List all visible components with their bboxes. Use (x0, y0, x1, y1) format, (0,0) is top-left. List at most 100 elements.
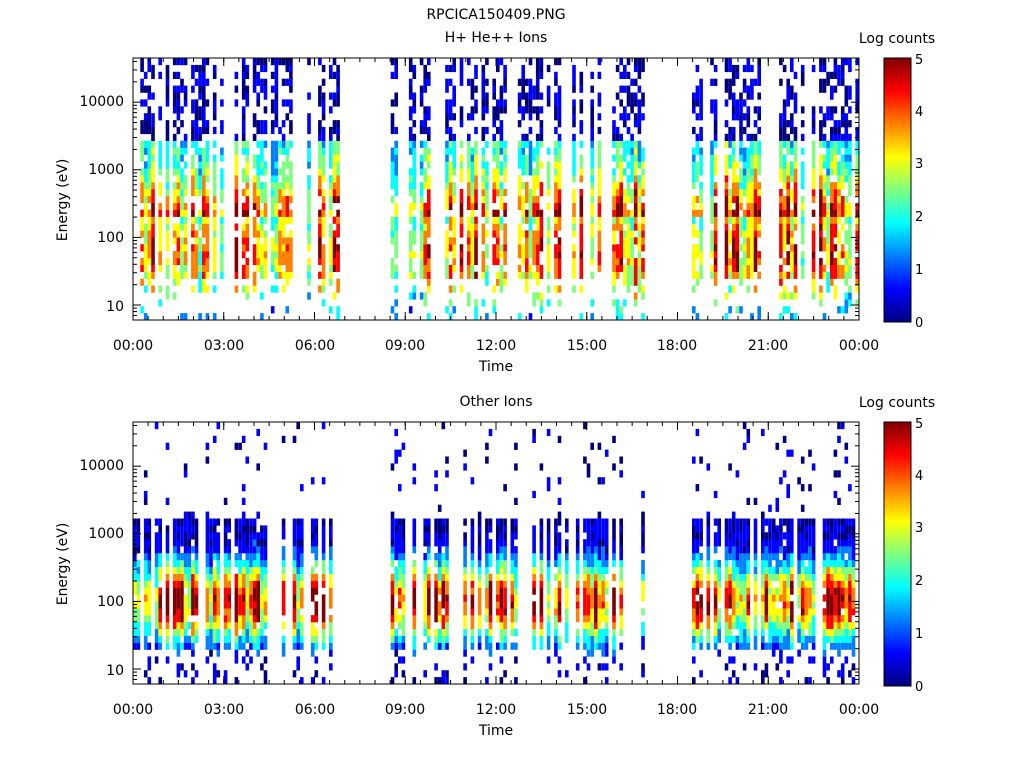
spectrogram-cell (768, 635, 772, 643)
spectrogram-cell (612, 195, 616, 204)
spectrogram-cell (630, 92, 634, 100)
spectrogram-cell (241, 271, 246, 279)
spectrogram-cell (623, 209, 627, 217)
spectrogram-cell (753, 257, 758, 266)
spectrogram-cell (133, 559, 137, 568)
spectrogram-cell (626, 85, 631, 93)
spectrogram-cell (724, 525, 729, 533)
spectrogram-cell (263, 202, 268, 210)
spectrogram-cell (615, 271, 620, 279)
spectrogram-cell (739, 140, 743, 148)
spectrogram-cell (300, 546, 304, 554)
spectrogram-cell (180, 223, 184, 231)
spectrogram-cell (318, 58, 322, 66)
spectrogram-cell (637, 195, 642, 204)
spectrogram-cell (637, 257, 642, 266)
spectrogram-cell (485, 608, 489, 616)
spectrogram-cell (412, 285, 417, 293)
spectrogram-cell (209, 649, 213, 657)
spectrogram-cell (768, 559, 772, 568)
spectrogram-cell (822, 154, 827, 162)
spectrogram-cell (525, 161, 529, 169)
spectrogram-cell (612, 559, 616, 568)
spectrogram-cell (463, 635, 467, 643)
spectrogram-cell (245, 628, 250, 636)
spectrogram-cell (633, 147, 638, 155)
spectrogram-cell (779, 244, 783, 252)
spectrogram-cell (278, 251, 282, 259)
spectrogram-cell (521, 113, 525, 121)
spectrogram-cell (532, 147, 536, 155)
colorbar-tick-label: 5 (915, 53, 923, 68)
spectrogram-cell (800, 223, 805, 231)
spectrogram-cell (742, 237, 747, 245)
spectrogram-cell (532, 168, 536, 176)
spectrogram-cell (619, 642, 623, 650)
spectrogram-cell (546, 161, 551, 169)
spectrogram-cell (191, 71, 195, 79)
spectrogram-cell (604, 628, 609, 636)
spectrogram-cell (626, 175, 631, 183)
spectrogram-cell (848, 230, 852, 238)
spectrogram-cell (699, 601, 703, 609)
spectrogram-cell (252, 202, 257, 210)
spectrogram-cell (321, 677, 326, 685)
spectrogram-cell (263, 120, 268, 128)
spectrogram-cell (535, 175, 540, 183)
spectrogram-cell (731, 518, 736, 526)
spectrogram-cell (318, 126, 322, 135)
spectrogram-cell (187, 559, 192, 568)
spectrogram-cell (419, 230, 424, 238)
spectrogram-cell (496, 587, 500, 595)
spectrogram-cell (633, 64, 638, 73)
spectrogram-cell (470, 237, 475, 245)
spectrogram-cell (612, 539, 616, 547)
spectrogram-cell (212, 635, 217, 643)
spectrogram-cell (408, 237, 413, 245)
spectrogram-cell (307, 278, 311, 286)
spectrogram-cell (459, 78, 464, 86)
spectrogram-cell (234, 182, 239, 190)
spectrogram-cell (757, 106, 761, 114)
spectrogram-cell (496, 546, 500, 554)
spectrogram-cell (441, 621, 446, 630)
spectrogram-cell (492, 154, 496, 162)
spectrogram-cell (692, 257, 696, 266)
spectrogram-cell (394, 518, 398, 526)
spectrogram-cell (398, 553, 402, 561)
spectrogram-cell (637, 64, 642, 73)
spectrogram-cell (499, 99, 504, 107)
spectrogram-cell (764, 594, 769, 602)
spectrogram-cell (539, 237, 544, 245)
spectrogram-cell (477, 518, 482, 526)
spectrogram-cell (746, 566, 751, 574)
spectrogram-cell (191, 525, 195, 533)
spectrogram-cell (800, 71, 805, 79)
spectrogram-cell (198, 113, 202, 121)
spectrogram-cell (532, 559, 536, 568)
spectrogram-cell (394, 546, 398, 554)
spectrogram-cell (310, 532, 315, 540)
spectrogram-cell (256, 264, 260, 272)
spectrogram-cell (329, 189, 333, 197)
spectrogram-cell (554, 525, 558, 533)
spectrogram-cell (633, 58, 638, 66)
spectrogram-cell (619, 573, 623, 581)
spectrogram-cell (713, 216, 718, 224)
spectrogram-cell (539, 106, 544, 114)
spectrogram-cell (278, 230, 282, 238)
spectrogram-cell (445, 64, 449, 73)
spectrogram-cell (336, 64, 340, 73)
spectrogram-cell (779, 615, 783, 623)
spectrogram-cell (499, 195, 504, 204)
spectrogram-cell (753, 642, 758, 650)
spectrogram-cell (546, 628, 551, 636)
spectrogram-cell (165, 628, 170, 636)
spectrogram-cell (735, 271, 740, 279)
spectrogram-cell (423, 518, 427, 526)
spectrogram-cell (445, 154, 449, 162)
spectrogram-cell (594, 553, 598, 561)
spectrogram-cell (470, 230, 475, 238)
spectrogram-cell (216, 649, 221, 657)
spectrogram-cell (735, 587, 740, 595)
